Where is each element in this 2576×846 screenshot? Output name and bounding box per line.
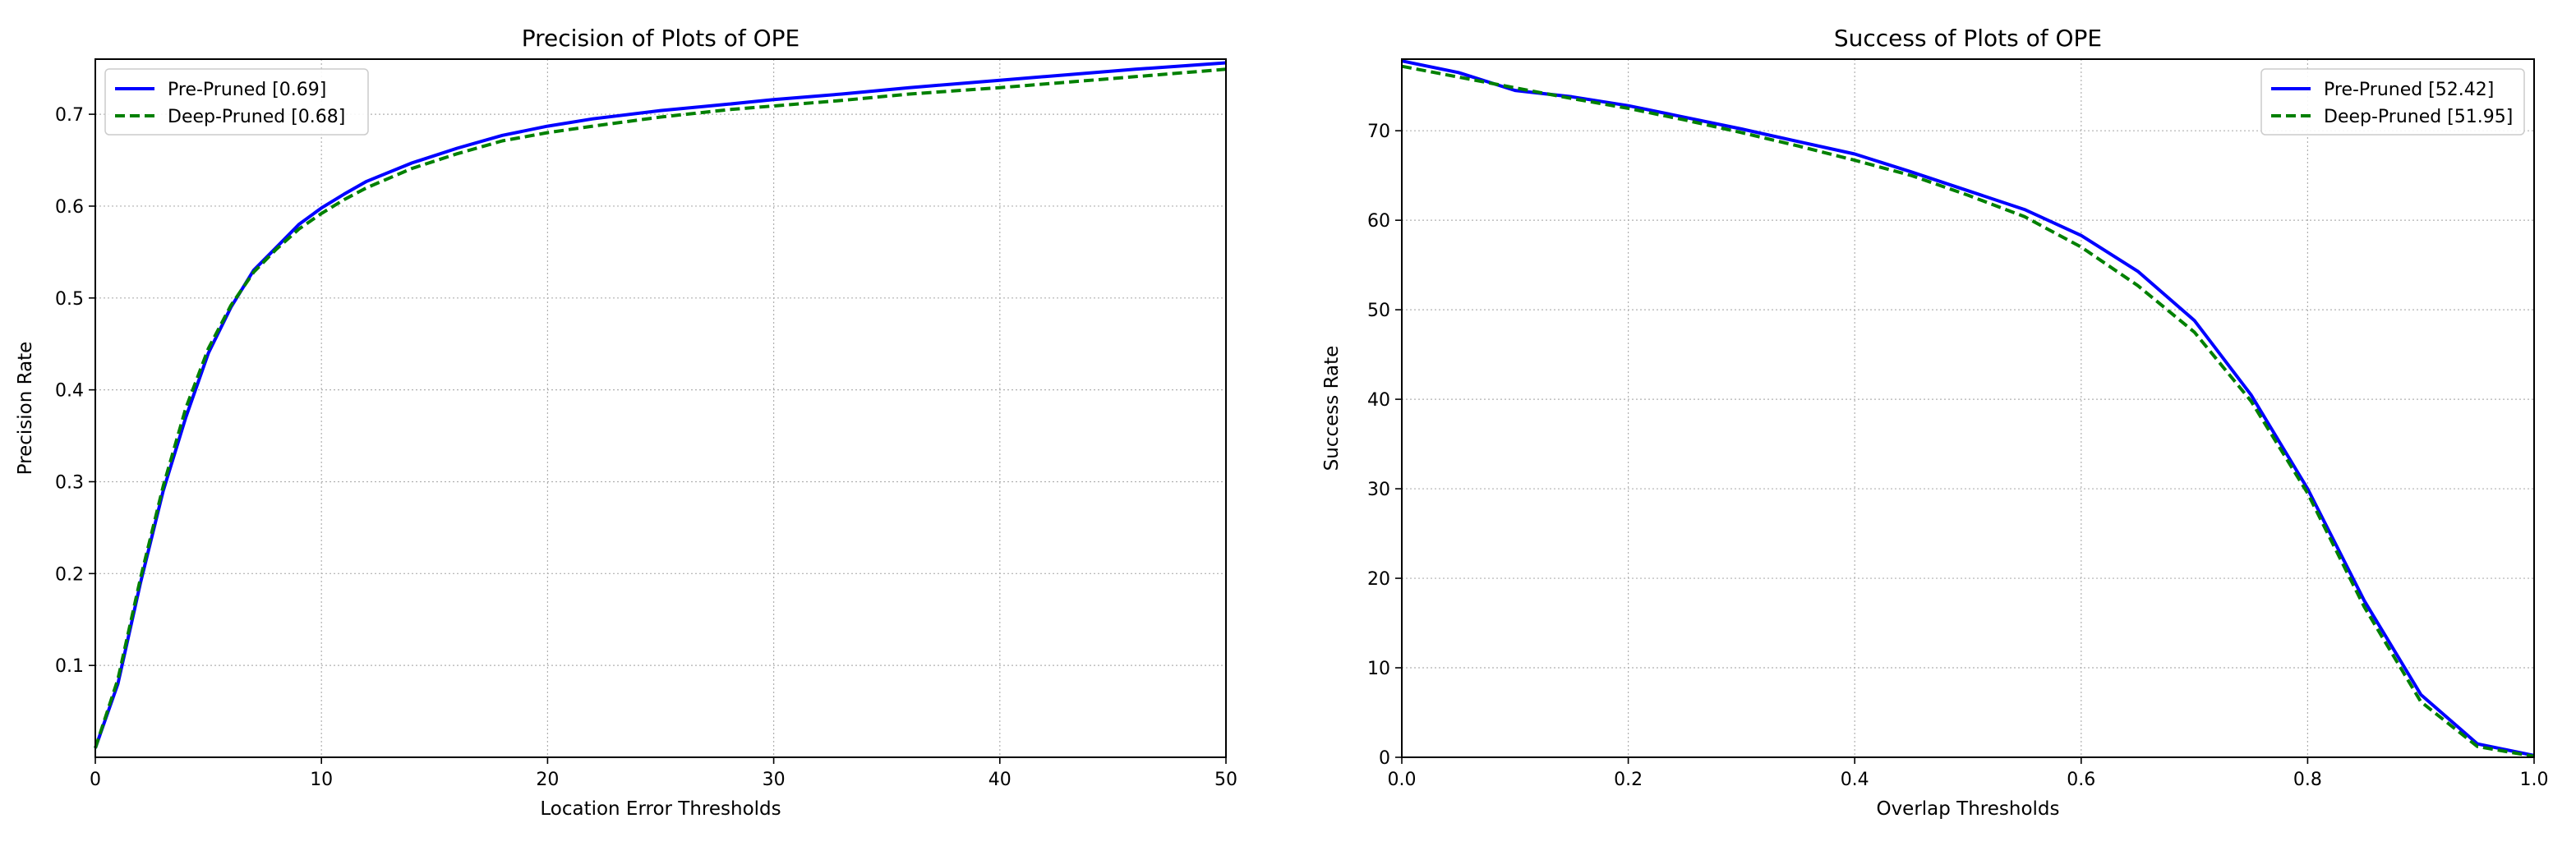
legend-label-pre-pruned: Pre-Pruned [52.42] (2324, 80, 2494, 100)
y-tick-label: 60 (1367, 211, 1390, 232)
series-line-deep-pruned (1401, 64, 2535, 758)
y-tick-label: 50 (1367, 301, 1390, 321)
x-tick-label: 0.4 (1841, 770, 1869, 790)
y-tick-label: 10 (1367, 659, 1390, 679)
chart-title: Precision of Plots of OPE (522, 25, 800, 52)
legend: Pre-Pruned [0.69] Deep-Pruned [0.68] (104, 68, 369, 136)
x-tick-label: 40 (988, 770, 1012, 790)
series-line-pre-pruned (1401, 59, 2535, 757)
x-tick-label: 0.0 (1388, 770, 1417, 790)
y-tick-label: 0.5 (55, 289, 84, 310)
legend: Pre-Pruned [52.42] Deep-Pruned [51.95] (2260, 68, 2525, 136)
precision-plot: 0 10 20 30 40 50 0.1 0.2 0.3 0.4 0.5 0.6 0.7 Precisio… (15, 25, 1237, 820)
series-line-deep-pruned (94, 67, 1227, 749)
x-axis-label: Overlap Thresholds (1876, 798, 2059, 820)
axes-frame (94, 58, 1227, 758)
y-tick-label: 0.4 (55, 381, 84, 402)
y-tick-label: 0.6 (55, 197, 84, 218)
y-tick-label: 70 (1367, 122, 1390, 142)
y-tick-label: 0 (1379, 748, 1390, 769)
y-tick-label: 30 (1367, 480, 1390, 500)
y-tick-label: 20 (1367, 569, 1390, 590)
legend-label-deep-pruned: Deep-Pruned [51.95] (2324, 107, 2513, 127)
y-tick-label: 0.1 (55, 656, 84, 677)
legend-label-deep-pruned: Deep-Pruned [0.68] (168, 107, 345, 127)
x-tick-label: 10 (310, 770, 333, 790)
x-tick-label: 1.0 (2520, 770, 2549, 790)
x-tick-label: 0 (90, 770, 101, 790)
x-tick-label: 0.8 (2293, 770, 2322, 790)
x-tick-label: 0.6 (2067, 770, 2095, 790)
y-tick-label: 40 (1367, 390, 1390, 411)
x-tick-label: 30 (763, 770, 786, 790)
y-axis-label: Success Rate (1321, 346, 1343, 471)
y-tick-label: 0.3 (55, 472, 84, 493)
y-axis-label: Precision Rate (15, 342, 36, 476)
chart-title: Success of Plots of OPE (1834, 25, 2102, 52)
y-tick-label: 0.2 (55, 564, 84, 585)
x-tick-label: 0.2 (1614, 770, 1643, 790)
axes-frame (1401, 58, 2535, 758)
x-axis-label: Location Error Thresholds (540, 798, 781, 820)
legend-box (104, 68, 369, 136)
y-tick-label: 0.7 (55, 105, 84, 126)
x-tick-label: 50 (1214, 770, 1237, 790)
series-line-pre-pruned (94, 61, 1227, 749)
legend-label-pre-pruned: Pre-Pruned [0.69] (168, 80, 326, 100)
legend-box (2260, 68, 2525, 136)
x-tick-label: 20 (536, 770, 559, 790)
success-plot: 0.0 0.2 0.4 0.6 0.8 1.0 0 10 20 30 40 50 60 70 Success… (1321, 25, 2549, 820)
